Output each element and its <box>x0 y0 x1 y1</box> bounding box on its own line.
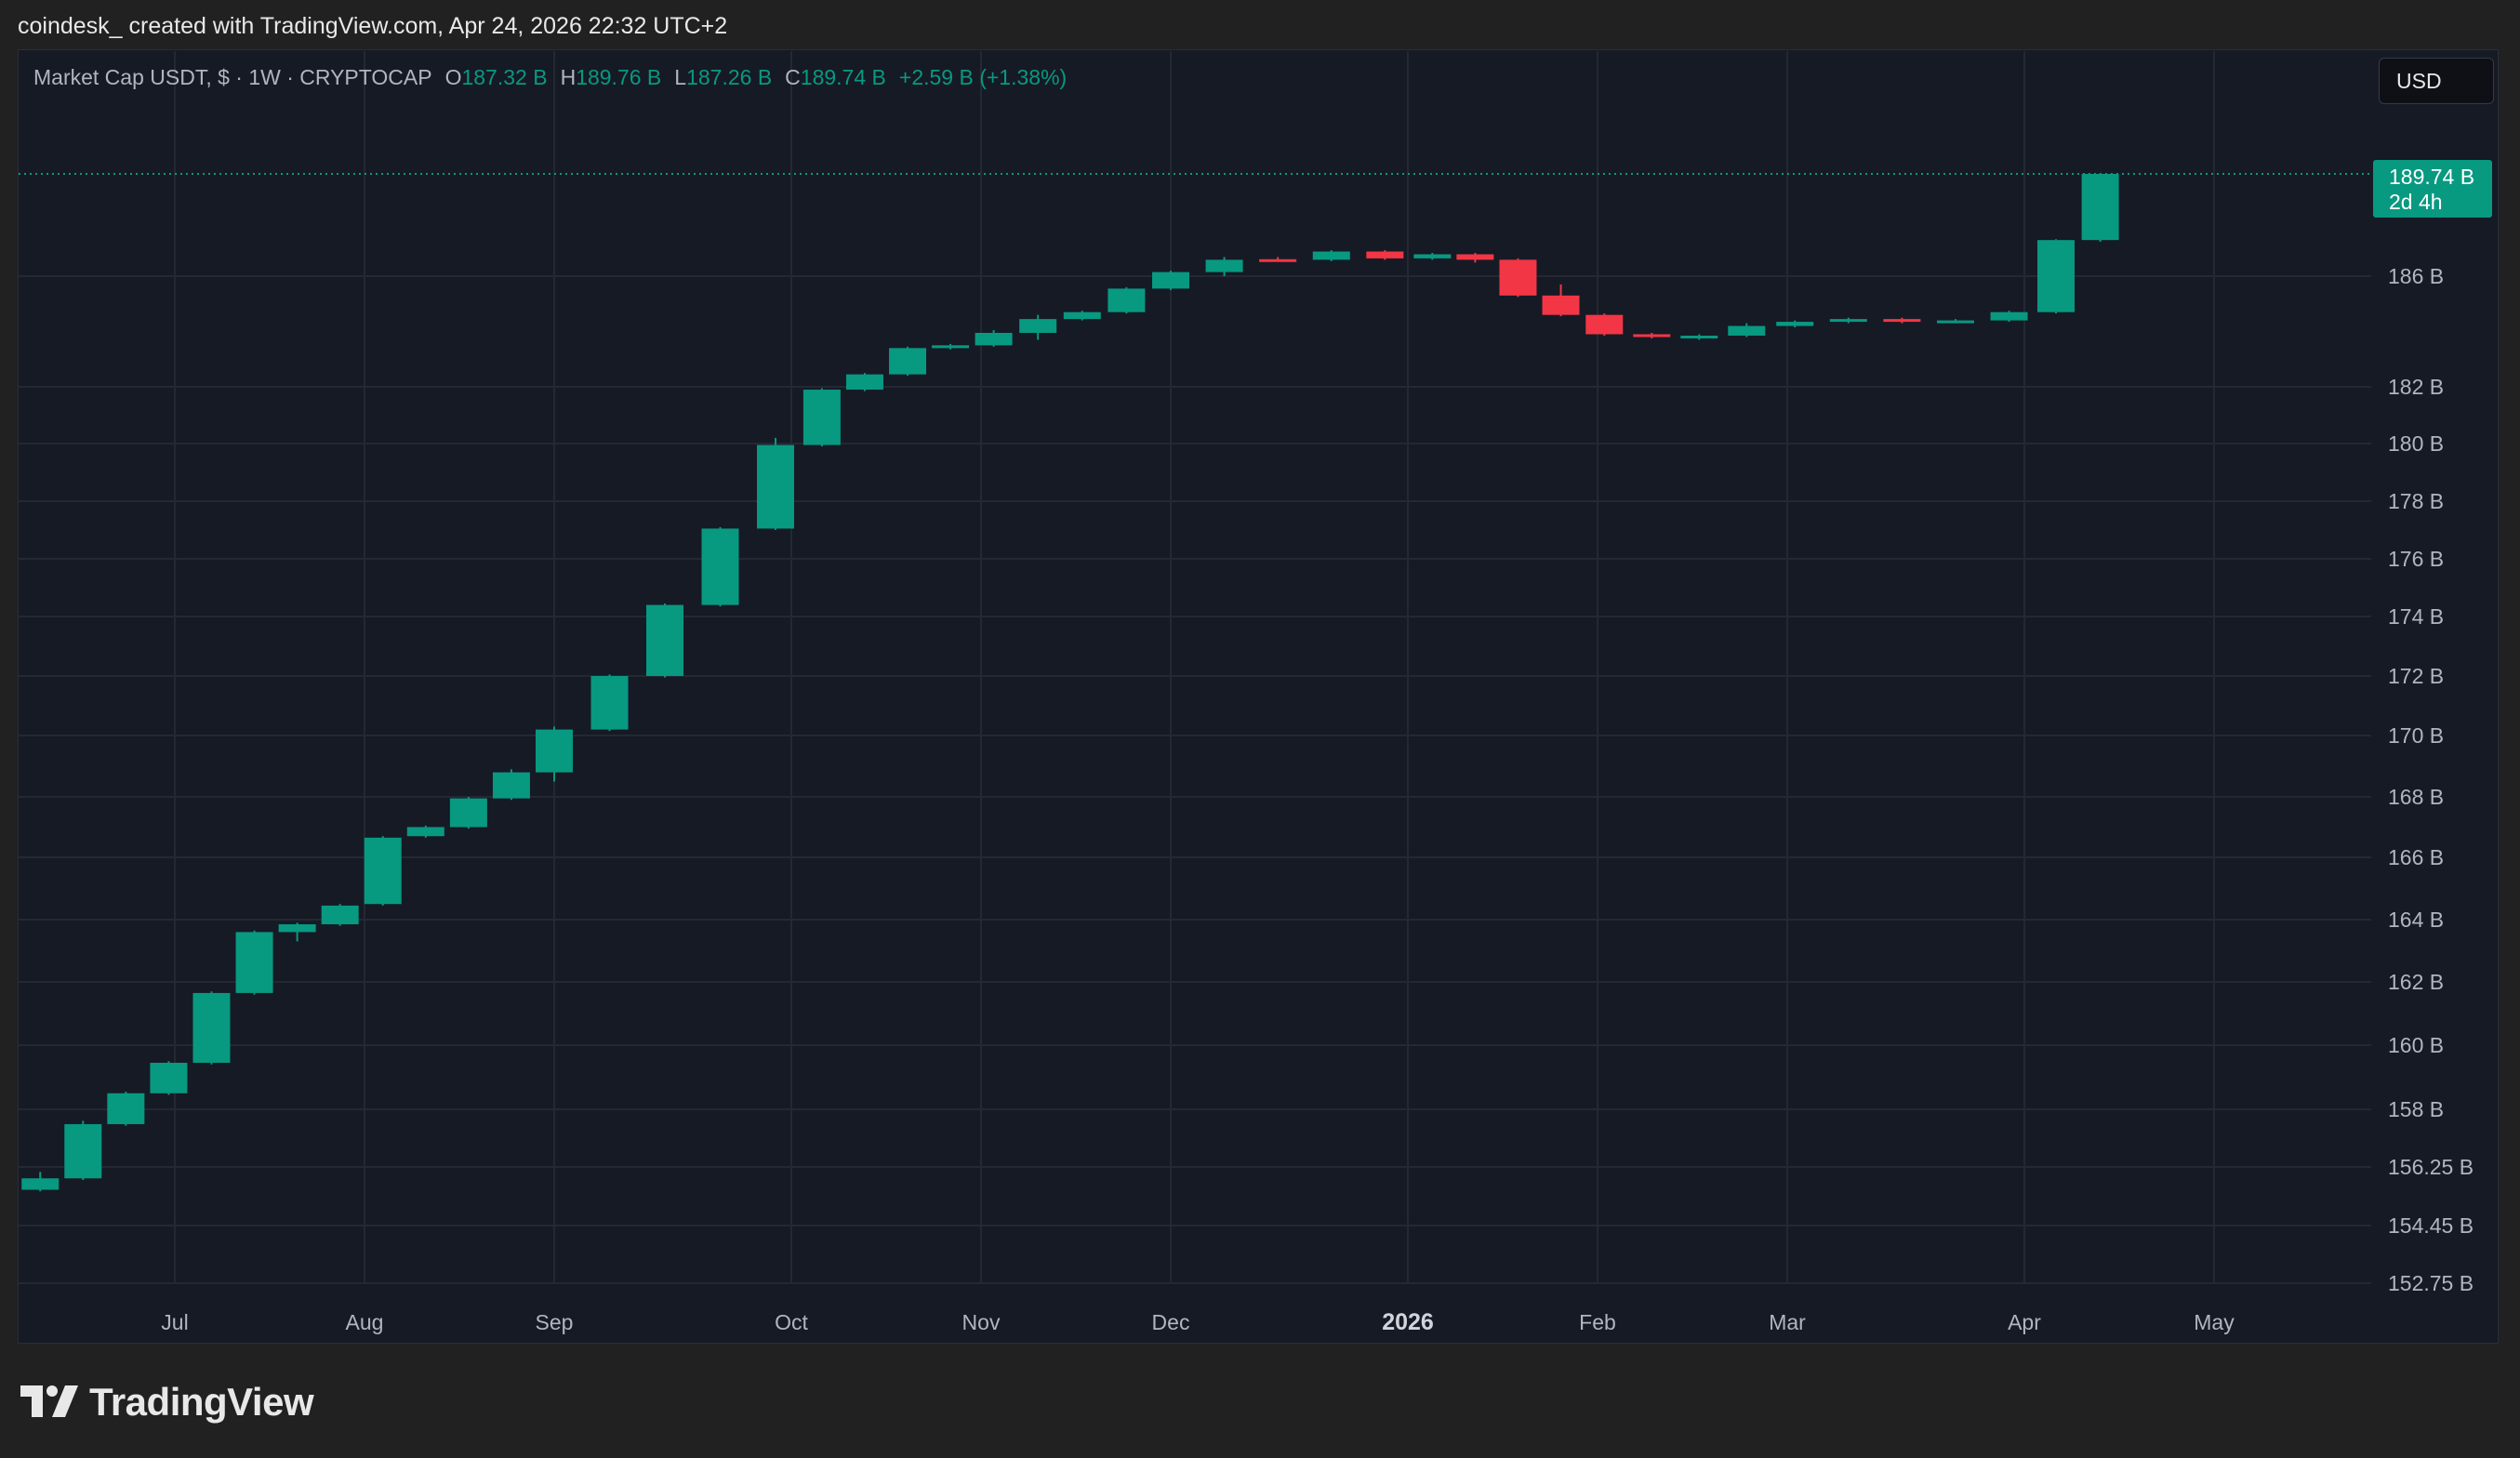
x-tick-label: Feb <box>1579 1310 1616 1334</box>
chart-pane[interactable] <box>18 49 2499 1344</box>
candle-body <box>2081 174 2119 241</box>
candle-body <box>107 1093 145 1124</box>
x-tick-label: Oct <box>775 1310 808 1334</box>
y-tick-label: 174 B <box>2388 604 2444 629</box>
last-price-tag <box>2373 160 2492 218</box>
close-label: C <box>785 65 801 89</box>
y-tick-label: 186 B <box>2388 264 2444 288</box>
currency-button[interactable]: USD <box>2379 58 2494 104</box>
candle-body <box>1542 295 1580 315</box>
low-value: 187.26 B <box>686 65 773 89</box>
candle-body <box>1499 259 1537 296</box>
close-value: 189.74 B <box>800 65 886 89</box>
y-tick-label: 160 B <box>2388 1033 2444 1057</box>
y-tick-label: 176 B <box>2388 547 2444 571</box>
candle-body <box>1205 259 1243 272</box>
open-label: O <box>444 65 462 89</box>
x-tick-label: Dec <box>1152 1310 1190 1334</box>
x-tick-label: Jul <box>161 1310 188 1334</box>
candle-body <box>802 390 841 445</box>
y-tick-label: 168 B <box>2388 785 2444 809</box>
candle-body <box>1680 335 1718 338</box>
x-tick-label: Nov <box>962 1310 1001 1334</box>
x-tick-label: Apr <box>2008 1310 2041 1334</box>
x-tick-label: Mar <box>1769 1310 1806 1334</box>
y-tick-label: 182 B <box>2388 375 2444 399</box>
candle-body <box>1990 311 2028 321</box>
candle-body <box>406 827 444 837</box>
change-value: +2.59 B (+1.38%) <box>898 65 1068 89</box>
candle-body <box>278 924 316 933</box>
y-tick-label: 158 B <box>2388 1097 2444 1121</box>
candle-body <box>757 444 794 529</box>
candle-body <box>150 1062 188 1094</box>
last-price-value: 189.74 B <box>2389 165 2474 189</box>
candle-body <box>1107 288 1146 312</box>
candle-body <box>1633 334 1671 338</box>
y-tick-label: 180 B <box>2388 431 2444 456</box>
candle-body <box>64 1123 102 1179</box>
candle-body <box>1019 319 1057 333</box>
candle-body <box>1413 254 1452 258</box>
x-tick-label: Sep <box>536 1310 574 1334</box>
candle-body <box>21 1178 60 1190</box>
candle-body <box>590 676 629 730</box>
symbol-title[interactable]: Market Cap USDT, $ · 1W · CRYPTOCAP <box>33 65 432 89</box>
candle-body <box>492 772 530 799</box>
candle-body <box>975 332 1013 346</box>
candle-body <box>1456 254 1494 260</box>
candle-body <box>1728 325 1766 336</box>
candle-body <box>1936 320 1974 324</box>
y-tick-label: 166 B <box>2388 845 2444 869</box>
candle-body <box>1259 258 1297 262</box>
high-label: H <box>560 65 577 89</box>
y-tick-label: 178 B <box>2388 489 2444 513</box>
y-tick-label: 154.45 B <box>2388 1213 2474 1238</box>
y-tick-label: 162 B <box>2388 970 2444 994</box>
high-value: 189.76 B <box>576 65 662 89</box>
y-tick-label: 170 B <box>2388 723 2444 748</box>
y-tick-label: 172 B <box>2388 664 2444 688</box>
x-tick-label: May <box>2194 1310 2235 1334</box>
candle-body <box>235 932 273 993</box>
candle-body <box>889 348 927 375</box>
candle-body <box>1312 251 1350 260</box>
tradingview-brand[interactable]: TradingView <box>20 1376 314 1428</box>
y-tick-label: 152.75 B <box>2388 1271 2474 1295</box>
low-label: L <box>674 65 687 89</box>
candle-body <box>1366 251 1404 258</box>
candle-body <box>1585 314 1624 335</box>
candle-body <box>932 345 970 349</box>
tradingview-logo-icon <box>20 1385 78 1417</box>
x-tick-label: 2026 <box>1382 1309 1434 1335</box>
y-tick-label: 156.25 B <box>2388 1155 2474 1179</box>
x-tick-label: Aug <box>346 1310 384 1334</box>
candle-body <box>1776 322 1814 326</box>
candle-body <box>321 905 359 925</box>
bar-countdown: 2d 4h <box>2389 190 2443 214</box>
candle-body <box>845 374 883 391</box>
brand-name: TradingView <box>89 1380 314 1424</box>
candle-body <box>536 729 573 773</box>
candle-body <box>449 798 487 828</box>
ohlc-legend: Market Cap USDT, $ · 1W · CRYPTOCAP O187.… <box>33 65 1067 90</box>
candle-body <box>192 992 231 1063</box>
candle-body <box>701 528 739 605</box>
open-value: 187.32 B <box>461 65 548 89</box>
y-tick-label: 164 B <box>2388 908 2444 932</box>
candle-body <box>1829 319 1867 323</box>
candle-body <box>646 604 683 676</box>
candle-body <box>364 837 402 905</box>
candle-body <box>1883 319 1921 323</box>
candle-body <box>1063 311 1101 320</box>
candle-body <box>1152 272 1189 289</box>
chart-caption: coindesk_ created with TradingView.com, … <box>18 13 728 39</box>
candle-body <box>2037 240 2075 312</box>
